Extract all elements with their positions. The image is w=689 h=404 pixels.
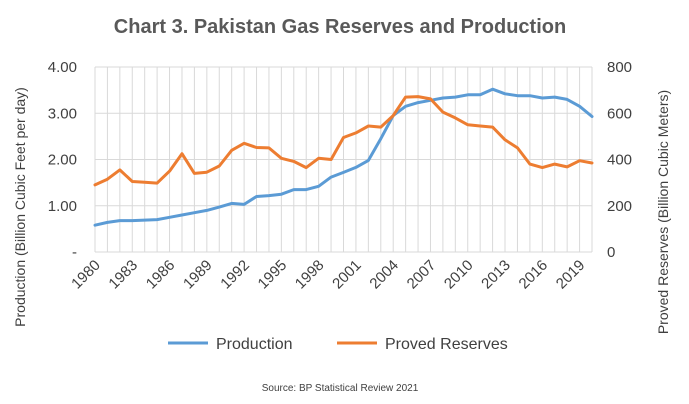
- series-layer: [93, 87, 594, 227]
- x-tick-label: 1995: [255, 257, 291, 293]
- x-axis-ticks: 1980 1983 1986 1989 1992 1995 1998 2001 2004 2007…: [68, 257, 588, 293]
- right-axis-title: Proved Reserves (Billion Cubic Meters): [655, 90, 671, 334]
- series-line-proved-reserves: [93, 95, 594, 187]
- x-tick-label: 2013: [478, 257, 514, 293]
- x-tick-label: 2004: [366, 257, 402, 293]
- left-tick-label: -: [72, 244, 77, 261]
- x-tick-label: 2001: [329, 257, 365, 293]
- legend: Production Proved Reserves: [168, 336, 508, 353]
- x-tick-label: 2010: [441, 257, 477, 293]
- right-axis-ticks: 0 200 400 600 800: [607, 59, 632, 261]
- x-tick-label: 1980: [68, 257, 104, 293]
- legend-label-production: Production: [216, 336, 293, 353]
- right-tick-label: 400: [607, 152, 632, 169]
- x-tick-label: 2016: [516, 257, 552, 293]
- x-tick-label: 1998: [292, 257, 328, 293]
- x-tick-label: 1986: [143, 257, 179, 293]
- right-tick-label: 200: [607, 198, 632, 215]
- left-tick-label: 4.00: [48, 59, 77, 76]
- left-axis-title: Production (Billion Cubic Feet per day): [12, 87, 28, 327]
- left-tick-label: 2.00: [48, 152, 77, 169]
- x-tick-label: 1989: [180, 257, 216, 293]
- x-tick-label: 1983: [105, 257, 141, 293]
- right-tick-label: 800: [607, 59, 632, 76]
- right-tick-label: 600: [607, 105, 632, 122]
- x-tick-label: 2007: [404, 257, 440, 293]
- x-tick-label: 1992: [217, 257, 253, 293]
- grid-layer: [94, 66, 593, 253]
- left-tick-label: 1.00: [48, 198, 77, 215]
- series-line-production: [93, 87, 594, 227]
- legend-label-proved-reserves: Proved Reserves: [385, 336, 508, 353]
- source-note: Source: BP Statistical Review 2021: [262, 383, 419, 394]
- left-tick-label: 3.00: [48, 105, 77, 122]
- chart-title: Chart 3. Pakistan Gas Reserves and Produ…: [114, 16, 566, 38]
- right-tick-label: 0: [607, 244, 615, 261]
- x-tick-label: 2019: [553, 257, 589, 293]
- left-axis-ticks: - 1.00 2.00 3.00 4.00: [48, 59, 77, 261]
